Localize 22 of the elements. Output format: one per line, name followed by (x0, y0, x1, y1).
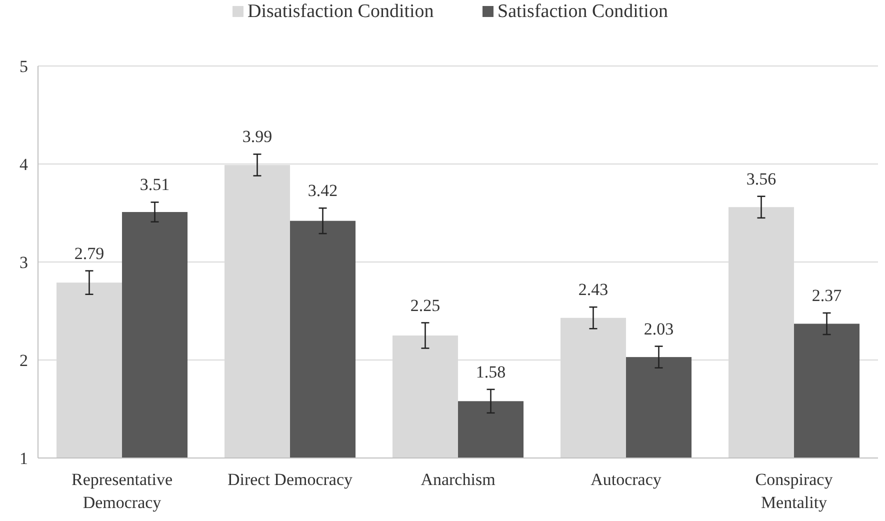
data-label: 2.37 (812, 286, 842, 305)
data-label: 3.51 (140, 175, 170, 194)
data-label: 2.03 (644, 319, 674, 338)
data-label: 3.42 (308, 181, 338, 200)
data-label: 3.99 (242, 127, 272, 146)
y-tick-label: 1 (20, 448, 28, 468)
x-tick-label: Autocracy (590, 470, 662, 489)
x-tick-label: Conspiracy Mentality (755, 470, 834, 512)
legend-label: Disatisfaction Condition (248, 1, 434, 22)
x-tick-label: Direct Democracy (227, 470, 354, 489)
y-tick-label: 2 (20, 350, 28, 370)
data-label: 2.25 (410, 296, 440, 315)
x-tick-label: Anarchism (420, 470, 496, 489)
data-label: 2.43 (578, 280, 608, 300)
data-label: 2.79 (74, 244, 104, 263)
y-tick-label: 5 (20, 56, 28, 76)
y-tick-label: 3 (20, 252, 28, 272)
x-tick-label: Representative Democracy (71, 470, 173, 512)
y-tick-label: 4 (20, 154, 28, 174)
data-label: 3.56 (746, 169, 776, 188)
data-label: 1.58 (476, 362, 506, 382)
legend-label: Satisfaction Condition (498, 1, 668, 22)
